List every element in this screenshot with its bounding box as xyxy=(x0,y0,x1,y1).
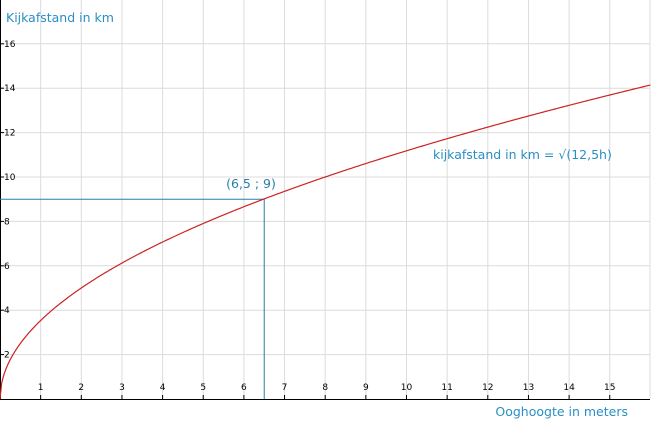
x-tick-label-4: 4 xyxy=(160,383,166,393)
x-axis-label: Ooghoogte in meters xyxy=(495,404,628,419)
grid xyxy=(0,0,651,399)
x-tick-label-1: 1 xyxy=(38,383,44,393)
formula-label: kijkafstand in km = √(12,5h) xyxy=(433,147,612,162)
y-tick-label-6: 6 xyxy=(4,262,10,272)
annotation-guides xyxy=(0,198,265,399)
annotation-point-label: (6,5 ; 9) xyxy=(226,176,276,191)
x-tick-label-9: 9 xyxy=(363,383,369,393)
x-tick-label-10: 10 xyxy=(401,383,413,393)
series-line xyxy=(0,84,651,400)
x-tick-label-5: 5 xyxy=(200,383,206,393)
x-tick-label-12: 12 xyxy=(482,383,493,393)
x-tick-label-15: 15 xyxy=(604,383,615,393)
y-tick-label-10: 10 xyxy=(4,173,16,183)
y-tick-label-12: 12 xyxy=(4,129,15,139)
x-tick-label-6: 6 xyxy=(241,383,247,393)
y-tick-label-16: 16 xyxy=(4,40,16,50)
x-tick-label-14: 14 xyxy=(563,383,575,393)
y-axis-label: Kijkafstand in km xyxy=(6,10,114,25)
x-tick-label-2: 2 xyxy=(78,383,84,393)
x-tick-label-11: 11 xyxy=(441,383,452,393)
y-tick-label-8: 8 xyxy=(4,217,10,227)
y-tick-label-2: 2 xyxy=(4,351,10,361)
x-tick-label-7: 7 xyxy=(282,383,288,393)
y-tick-label-14: 14 xyxy=(4,84,16,94)
y-tick-label-4: 4 xyxy=(4,306,10,316)
x-tick-label-3: 3 xyxy=(119,383,125,393)
x-tick-label-8: 8 xyxy=(322,383,328,393)
series xyxy=(0,84,651,400)
x-tick-label-13: 13 xyxy=(523,383,534,393)
